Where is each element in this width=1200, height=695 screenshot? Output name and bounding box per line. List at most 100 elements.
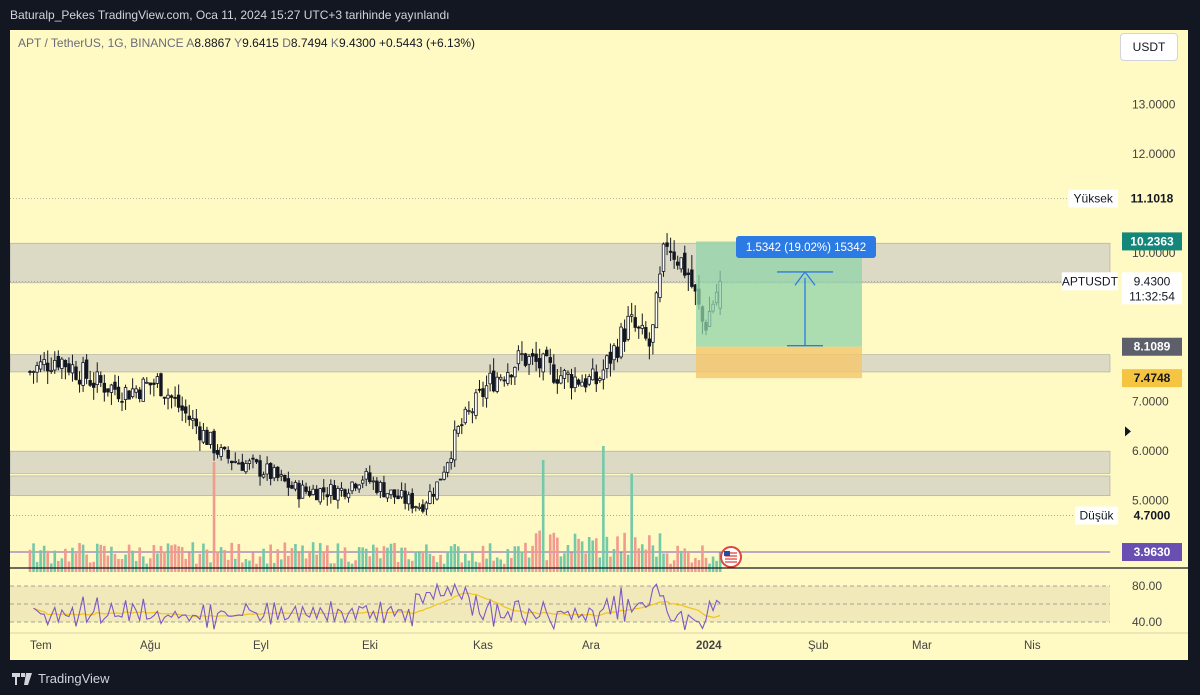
volume-bar-70 — [276, 549, 280, 572]
volume-bar-190 — [701, 545, 704, 572]
volume-bar-121 — [456, 546, 460, 572]
us-flag-icon — [720, 546, 742, 568]
volume-bar-59 — [237, 544, 241, 572]
x-tick-7: Şub — [808, 640, 828, 652]
candle-body-110 — [417, 506, 422, 510]
x-tick-1: Ağu — [140, 640, 160, 652]
volume-bar-160 — [594, 538, 598, 572]
candle-body-106 — [403, 490, 407, 504]
volume-bar-177 — [655, 556, 658, 572]
volume-bar-165 — [612, 548, 616, 572]
stop-tag-bg — [1122, 369, 1182, 388]
candle-body-131 — [491, 370, 496, 392]
volume-bar-41 — [173, 544, 177, 572]
candle-body-70 — [276, 466, 280, 478]
y-tick-1: 12.0000 — [1132, 147, 1176, 161]
symbol-name: APT / TetherUS, 1G, BINANCE — [18, 36, 184, 50]
candle-body-75 — [293, 482, 298, 490]
volume-bar-83 — [322, 551, 326, 572]
x-tick-6: 2024 — [696, 640, 722, 652]
candle-body-94 — [360, 479, 365, 484]
volume-bar-60 — [241, 562, 244, 572]
candle-body-46 — [191, 418, 195, 421]
candle-body-84 — [325, 494, 329, 498]
candle-body-149 — [555, 379, 560, 384]
volume-bar-164 — [609, 556, 612, 572]
candle-body-160 — [594, 371, 598, 385]
candle-body-26 — [120, 400, 124, 403]
volume-bar-178 — [658, 533, 662, 572]
volume-bar-149 — [556, 537, 559, 572]
volume-bar-57 — [230, 542, 234, 572]
publish-title: Baturalp_Pekes TradingView.com, Oca 11, … — [10, 8, 450, 22]
candle-body-58 — [233, 460, 237, 463]
x-tick-9: Nis — [1024, 640, 1041, 652]
chart-area[interactable]: 1.5342 (19.02%) 15342 Tem Ağu Eyl Eki Kas Ara 2… — [10, 30, 1188, 660]
price-chart[interactable]: 1.5342 (19.02%) 15342 Tem Ağu Eyl Eki Kas Ara 2… — [10, 30, 1188, 660]
volume-bar-5 — [46, 550, 49, 572]
candle-body-9 — [60, 358, 64, 369]
candle-body-142 — [530, 353, 535, 357]
volume-bar-89 — [343, 547, 347, 572]
currency-button[interactable]: USDT — [1120, 33, 1178, 61]
candle-body-45 — [187, 415, 191, 420]
volume-bar-49 — [202, 543, 205, 572]
candle-body-81 — [314, 488, 319, 501]
footer: TradingView — [0, 662, 1200, 695]
last-price-box — [1122, 272, 1182, 305]
volume-bar-54 — [219, 547, 223, 572]
volume-bar-185 — [683, 548, 687, 572]
rsi-line — [33, 582, 721, 631]
candle-body-114 — [431, 493, 436, 497]
candle-body-156 — [580, 381, 584, 387]
candle-body-134 — [502, 379, 506, 382]
candle-body-101 — [385, 493, 390, 499]
volume-bar-50 — [205, 549, 209, 572]
volume-bar-20 — [99, 544, 103, 572]
high-tag-label: Yüksek — [1074, 192, 1114, 206]
low-tag-label-bg — [1075, 506, 1118, 525]
candle-body-111 — [421, 504, 425, 512]
volume-bar-120 — [453, 544, 457, 572]
candle-body-7 — [53, 359, 57, 371]
candle-body-89 — [343, 489, 347, 497]
tradingview-logo-icon — [12, 672, 32, 685]
volume-bar-123 — [464, 553, 467, 572]
volume-bar-105 — [400, 547, 403, 572]
candle-body-63 — [251, 457, 255, 460]
volume-bar-34 — [149, 558, 152, 572]
candle-body-38 — [162, 396, 167, 399]
high-tag-value: 11.1018 — [1131, 192, 1174, 206]
candle-body-153 — [569, 374, 574, 389]
high-label: Y — [234, 36, 243, 50]
volume-bar-78 — [304, 558, 308, 572]
volume-bar-28 — [127, 544, 131, 572]
volume-bar-40 — [170, 545, 173, 572]
candle-body-175 — [647, 338, 652, 347]
volume-bar-161 — [598, 557, 602, 572]
candle-body-42 — [176, 394, 181, 408]
volume-bar-26 — [120, 559, 124, 572]
volume-bar-176 — [651, 545, 655, 572]
volume-bar-189 — [697, 560, 701, 572]
candle-body-8 — [56, 356, 61, 368]
candle-body-0 — [28, 371, 32, 373]
candle-body-100 — [382, 482, 386, 498]
volume-bar-65 — [258, 556, 262, 572]
candle-body-27 — [123, 387, 128, 400]
volume-bar-13 — [74, 553, 78, 572]
candle-body-12 — [70, 364, 75, 374]
volume-bar-118 — [446, 551, 449, 572]
volume-bar-16 — [85, 554, 88, 572]
volume-bar-75 — [294, 544, 297, 572]
candle-body-97 — [371, 480, 376, 483]
candle-body-105 — [399, 490, 404, 498]
candle-body-148 — [552, 364, 556, 383]
candle-body-177 — [654, 292, 659, 329]
candle-body-30 — [134, 388, 138, 393]
volume-bar-175 — [648, 535, 651, 572]
candle-body-52 — [212, 430, 216, 454]
candle-body-77 — [300, 484, 305, 499]
candle-body-172 — [637, 326, 641, 329]
candle-body-143 — [534, 353, 538, 362]
